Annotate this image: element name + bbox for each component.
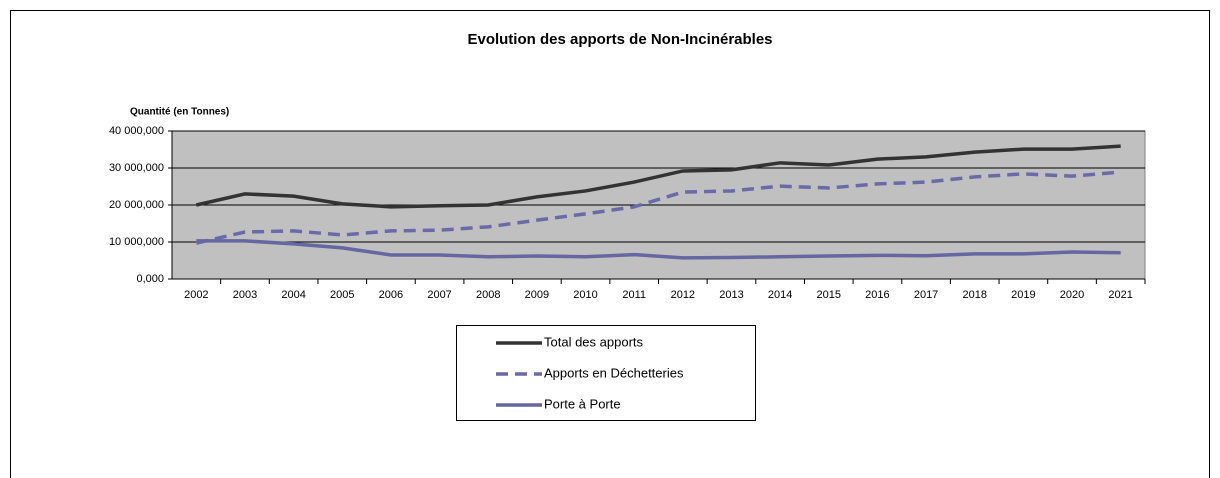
x-tick-label: 2012 [671,289,695,301]
y-tick-label: 0,000 [136,273,164,285]
series-line [195,170,1121,245]
x-tick-label: 2013 [719,289,743,301]
y-tick-label: 40 000,000 [109,125,164,137]
chart-title: Evolution des apports de Non-Incinérable… [467,31,772,48]
y-tick-label: 30 000,000 [109,162,164,174]
y-tick-label: 10 000,000 [109,236,164,248]
series-line [196,239,1121,260]
legend-label: Total des apports [544,334,644,349]
x-tick-label: 2021 [1108,289,1132,301]
x-tick-label: 2020 [1060,289,1084,301]
x-tick-label: 2017 [914,289,938,301]
y-tick-label: 20 000,000 [109,199,164,211]
series-line [195,144,1121,209]
x-tick-label: 2007 [427,289,451,301]
x-tick-label: 2010 [573,289,597,301]
x-tick-label: 2008 [476,289,500,301]
x-tick-label: 2003 [233,289,257,301]
x-tick-label: 2016 [865,289,889,301]
x-tick-label: 2015 [817,289,841,301]
y-axis-title: Quantité (en Tonnes) [130,107,229,118]
x-tick-label: 2019 [1011,289,1035,301]
x-tick-label: 2005 [330,289,354,301]
x-tick-label: 2004 [281,289,305,301]
legend-label: Apports en Déchetteries [544,365,684,380]
x-tick-label: 2018 [962,289,986,301]
x-tick-label: 2006 [379,289,403,301]
x-tick-label: 2002 [184,289,208,301]
x-tick-label: 2009 [525,289,549,301]
x-tick-label: 2014 [768,289,792,301]
legend-label: Porte à Porte [544,396,621,411]
x-tick-label: 2011 [622,289,646,301]
